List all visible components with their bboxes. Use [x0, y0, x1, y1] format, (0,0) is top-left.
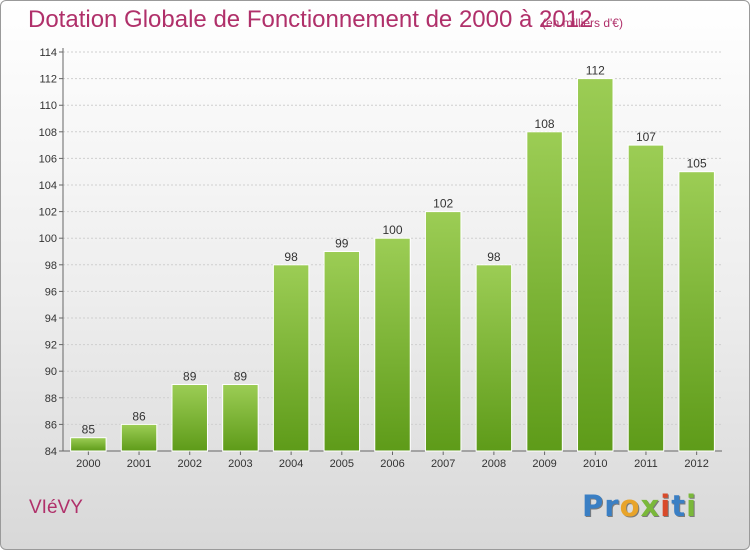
- bar: [678, 171, 715, 452]
- data-label: 108: [535, 117, 555, 131]
- data-label: 89: [183, 370, 197, 384]
- data-label: 89: [234, 370, 248, 384]
- y-tick-label: 90: [45, 366, 57, 378]
- y-tick-label: 108: [39, 127, 57, 139]
- x-tick-label: 2001: [127, 458, 151, 470]
- x-tick-label: 2007: [431, 458, 455, 470]
- y-tick-label: 86: [45, 419, 57, 431]
- bar: [70, 437, 107, 452]
- chart-title: Dotation Globale de Fonctionnement de 20…: [28, 6, 593, 33]
- y-tick-label: 110: [39, 100, 57, 112]
- x-tick-label: 2006: [380, 458, 404, 470]
- x-tick-label: 2009: [532, 458, 556, 470]
- data-label: 107: [636, 130, 656, 144]
- y-tick-label: 92: [45, 340, 57, 352]
- data-label: 102: [433, 197, 453, 211]
- label-layer: 85 86 89 89 98 99 100 102 98 108 112 107 105: [82, 64, 707, 437]
- y-tick-label: 104: [39, 180, 57, 192]
- y-tick-label: 102: [39, 207, 57, 219]
- data-label: 105: [687, 157, 707, 171]
- y-tick-label: 100: [39, 233, 57, 245]
- bar: [374, 237, 411, 452]
- bar: [627, 144, 665, 452]
- bar: [222, 384, 259, 452]
- bar: [577, 78, 614, 452]
- bar: [120, 423, 158, 452]
- proxiti-logo: Proxiti: [582, 489, 697, 523]
- logo-letter: P: [582, 489, 605, 523]
- x-tick-label: 2011: [634, 458, 658, 470]
- logo-letter: r: [604, 489, 620, 523]
- bar: [323, 251, 361, 452]
- bar: [475, 264, 513, 452]
- bar-layer: [70, 78, 715, 452]
- x-tick-label: 2003: [228, 458, 252, 470]
- x-tick-label: 2004: [279, 458, 303, 470]
- y-tick-label: 112: [39, 74, 57, 86]
- data-label: 86: [132, 409, 146, 423]
- x-tick-label: 2005: [330, 458, 354, 470]
- y-tick-label: 94: [45, 313, 57, 325]
- x-tick-label: 2000: [76, 458, 100, 470]
- data-label: 98: [487, 250, 501, 264]
- logo-letter: i: [686, 489, 698, 523]
- logo-letter: x: [640, 489, 661, 523]
- x-tick-label: 2012: [684, 458, 708, 470]
- data-label: 98: [284, 250, 298, 264]
- y-tick-label: 88: [45, 393, 57, 405]
- chart-unit: (en milliers d'€): [542, 16, 623, 30]
- data-label: 85: [82, 423, 96, 437]
- bar: [526, 131, 563, 452]
- bar: [171, 384, 208, 452]
- y-tick-label: 96: [45, 286, 57, 298]
- y-tick-label: 84: [45, 446, 57, 458]
- logo-letter: t: [671, 489, 687, 523]
- y-tick-label: 114: [39, 47, 57, 59]
- data-label: 100: [382, 223, 402, 237]
- data-label: 99: [335, 237, 349, 251]
- commune-name: VIéVY: [29, 497, 83, 518]
- data-label: 112: [586, 64, 605, 78]
- x-tick-label: 2008: [482, 458, 506, 470]
- logo-letter: o: [619, 489, 641, 523]
- x-tick-label: 2002: [177, 458, 201, 470]
- x-tick-label: 2010: [583, 458, 607, 470]
- bar: [272, 264, 310, 452]
- logo-letter: i: [660, 489, 672, 523]
- y-tick-label: 98: [45, 260, 57, 272]
- bar: [424, 211, 462, 452]
- y-tick-label: 106: [39, 153, 57, 165]
